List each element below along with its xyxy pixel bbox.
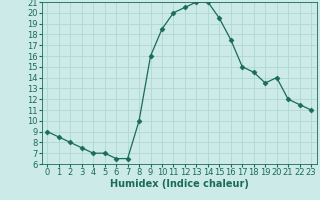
X-axis label: Humidex (Indice chaleur): Humidex (Indice chaleur) <box>110 179 249 189</box>
